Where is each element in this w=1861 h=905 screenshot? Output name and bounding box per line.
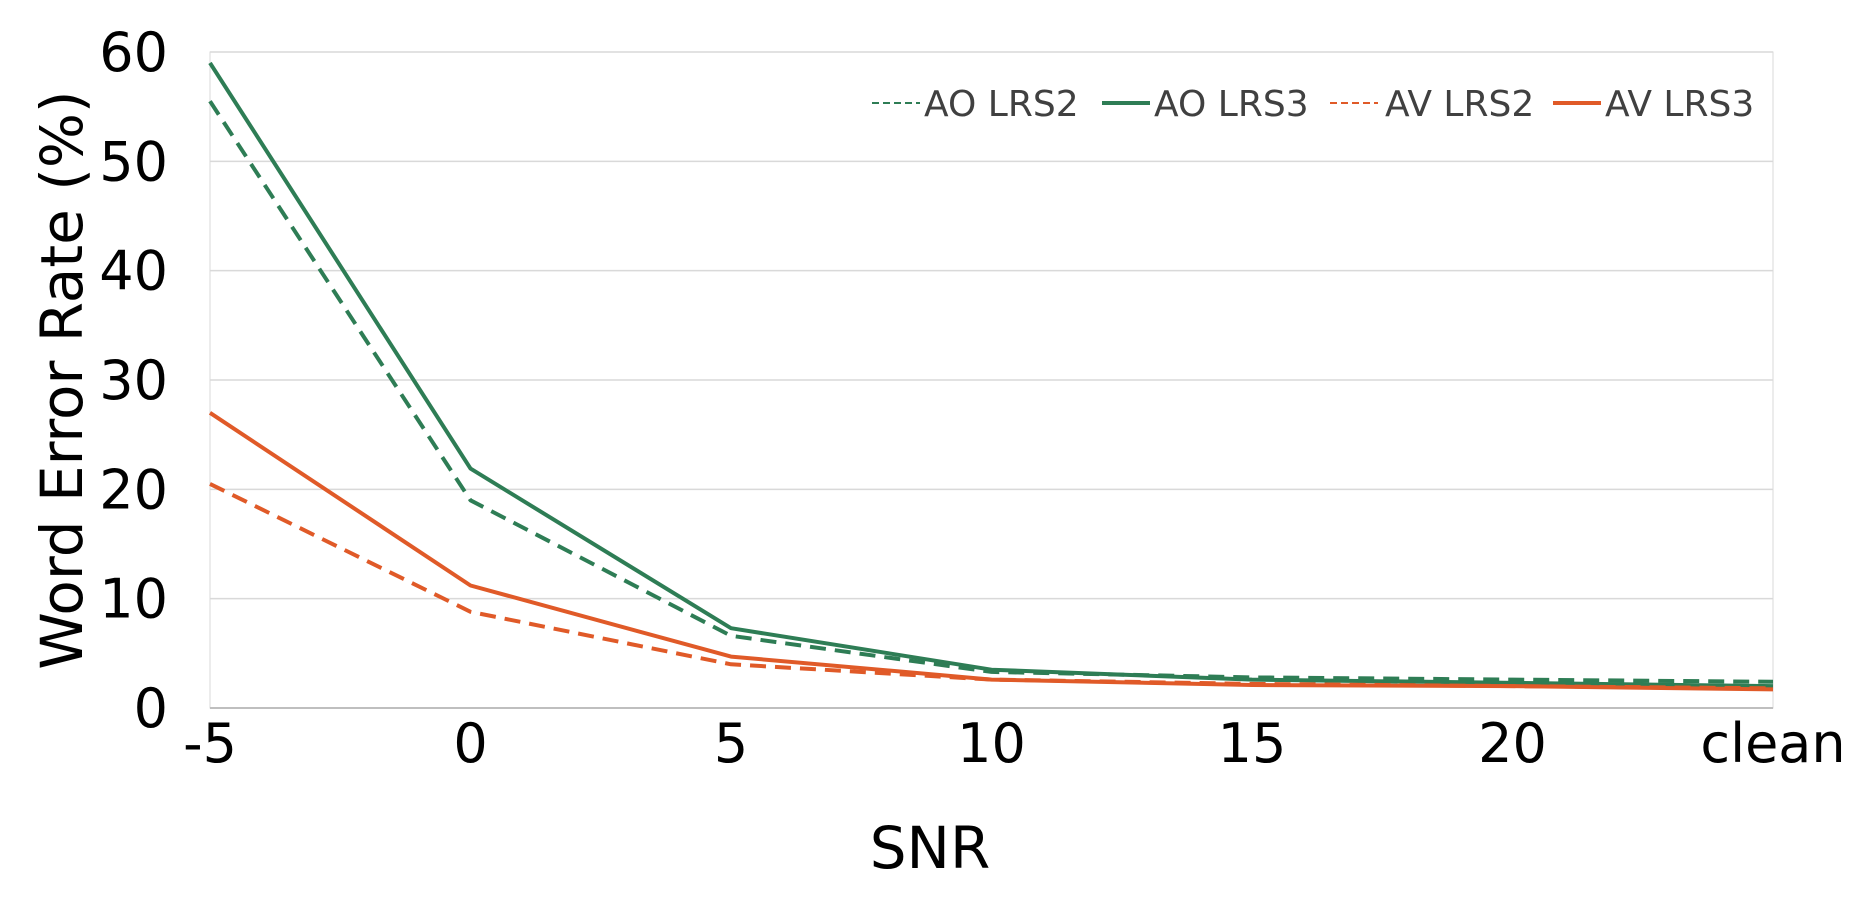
- y-tick-label: 40: [99, 240, 168, 303]
- y-tick-label: 10: [99, 568, 168, 631]
- x-tick-label: 15: [1218, 712, 1287, 775]
- legend-label: AV LRS3: [1605, 84, 1754, 125]
- x-axis-title: SNR: [870, 814, 991, 882]
- x-tick-label: 0: [453, 712, 487, 775]
- y-tick-label: 60: [99, 21, 168, 84]
- legend-label: AO LRS2: [924, 84, 1079, 125]
- y-axis-title: Word Error Rate (%): [28, 90, 96, 669]
- x-tick-label: -5: [183, 712, 237, 775]
- gridlines: [210, 51, 1773, 600]
- y-axis-ticks: 0 10 20 30 40 50 60: [99, 21, 168, 740]
- legend-label: AV LRS2: [1385, 84, 1534, 125]
- x-tick-label: 5: [714, 712, 748, 775]
- series-lines: [208, 61, 1774, 692]
- y-tick-label: 20: [99, 458, 168, 521]
- y-tick-label: 50: [99, 130, 168, 193]
- x-tick-label: clean: [1700, 712, 1845, 775]
- y-tick-label: 30: [99, 349, 168, 412]
- legend-label: AO LRS3: [1154, 84, 1309, 125]
- series-line-ao-lrs2: [208, 100, 1774, 684]
- series-line-av-lrs2: [209, 482, 1774, 691]
- x-axis-ticks: -5 0 5 10 15 20 clean: [183, 712, 1846, 775]
- x-tick-label: 10: [957, 712, 1026, 775]
- x-tick-label: 20: [1478, 712, 1547, 775]
- legend: AO LRS2 AO LRS3 AV LRS2 AV LRS3: [872, 84, 1754, 125]
- series-line-ao-lrs3: [208, 61, 1774, 689]
- y-tick-label: 0: [134, 677, 168, 740]
- series-line-av-lrs3: [208, 411, 1774, 692]
